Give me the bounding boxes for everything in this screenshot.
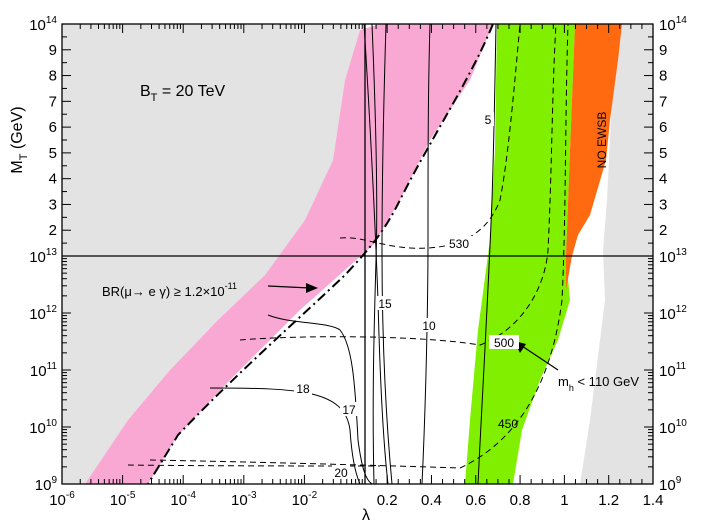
x-tick-label: 1.2 xyxy=(598,492,619,509)
contour-20 xyxy=(363,24,389,484)
bt-annotation: BT = 20 TeV xyxy=(140,83,225,104)
plot-frame xyxy=(61,23,654,485)
y-tick-label: 1010 xyxy=(659,418,687,437)
mh-contour-450 xyxy=(149,24,569,469)
excluded-region-left xyxy=(62,24,360,484)
y-tick-label: 1011 xyxy=(30,361,58,380)
mh-contour-530 xyxy=(339,24,521,249)
contour-label-15: 15 xyxy=(378,297,392,311)
no-ewsb-label: NO EWSB xyxy=(595,112,609,169)
y-tick-label: 3 xyxy=(49,196,57,213)
label-bg-10 xyxy=(420,318,438,332)
x-tick-label: 10-4 xyxy=(170,490,196,509)
y-tick-label: 4 xyxy=(49,171,57,188)
br-mu-e-gamma-band xyxy=(85,24,493,484)
y-tick-label: 1013 xyxy=(29,247,57,266)
y-tick-label: 2 xyxy=(49,222,57,239)
label-bg-500 xyxy=(489,335,519,349)
contour-labels: 530 500 450 5 10 15 17 18 20 xyxy=(294,112,519,480)
y-axis-label: MT (GeV) xyxy=(9,106,30,173)
x-tick-label: 0.6 xyxy=(465,492,486,509)
y-tick-label: 9 xyxy=(49,42,57,59)
y-tick-label: 1012 xyxy=(29,304,57,323)
contour-25 xyxy=(371,24,378,484)
contour-lines xyxy=(127,24,569,484)
contour-label-530: 530 xyxy=(449,237,469,251)
y-tick-label: 7 xyxy=(659,93,667,110)
br-arrow xyxy=(267,285,311,289)
y-tick-label: 1010 xyxy=(29,418,57,437)
x-tick-label: 0.4 xyxy=(421,492,442,509)
contour-label-5: 5 xyxy=(485,113,492,127)
contour-label-17: 17 xyxy=(342,403,356,417)
y-tick-label: 2 xyxy=(659,222,667,239)
plot-regions xyxy=(62,24,653,484)
x-tick-label: 1.4 xyxy=(643,492,664,509)
y-tick-label: 1013 xyxy=(659,247,687,266)
label-bg-530 xyxy=(445,236,473,250)
y-tick-label: 1012 xyxy=(659,304,687,323)
no-ewsb-band xyxy=(566,24,622,290)
y-tick-label: 4 xyxy=(659,171,667,188)
label-bg-18 xyxy=(294,381,312,395)
higgs-mass-excluded-band xyxy=(465,24,575,484)
y-tick-label: 109 xyxy=(659,475,682,494)
x-tick-label: 1 xyxy=(560,492,568,509)
contour-15 xyxy=(381,24,393,484)
y-tick-label: 8 xyxy=(49,68,57,85)
y-tick-label: 3 xyxy=(659,196,667,213)
x-tick-labels-right: 0.2 0.4 0.6 0.8 1 1.2 1.4 xyxy=(377,492,664,509)
y-tick-labels-right: 109 1010 1011 1012 1013 2 3 4 5 6 7 8 9 1014 xyxy=(659,15,687,494)
y-tick-label: 109 xyxy=(35,475,58,494)
y-tick-label: 1014 xyxy=(659,15,687,34)
ticks xyxy=(61,23,654,485)
y-tick-labels-left: 109 1010 1011 1012 1013 2 3 4 5 6 7 8 9 1014 xyxy=(29,15,57,494)
contour-18 xyxy=(267,314,373,484)
contour-5 xyxy=(477,24,497,484)
y-tick-label: 5 xyxy=(659,145,667,162)
x-tick-label: 0.8 xyxy=(510,492,531,509)
x-tick-label: 10-5 xyxy=(110,490,136,509)
excluded-region-right xyxy=(580,24,653,484)
mh-contour-470 xyxy=(127,464,381,467)
br-arrowhead xyxy=(306,283,318,293)
mh-annotation: mh < 110 GeV xyxy=(558,374,639,393)
label-bg-5 xyxy=(481,112,494,126)
contour-label-500: 500 xyxy=(494,336,514,350)
x-axis-label: λ xyxy=(362,507,370,524)
y-tick-label: 1011 xyxy=(659,361,687,380)
br-boundary-line xyxy=(147,24,494,484)
x-tick-label: 10-2 xyxy=(292,490,318,509)
y-tick-label: 9 xyxy=(659,42,667,59)
br-annotation: BR(μ→ e γ) ≥ 1.2×10-11 xyxy=(102,281,237,299)
label-bg-20 xyxy=(332,465,350,479)
y-tick-label: 5 xyxy=(49,145,57,162)
x-tick-label: 10-6 xyxy=(49,490,75,509)
mh-contour-500 xyxy=(239,24,557,346)
y-tick-label: 6 xyxy=(659,119,667,136)
y-tick-label: 8 xyxy=(659,68,667,85)
y-tick-label: 7 xyxy=(49,93,57,110)
x-tick-labels-left: 10-6 10-5 10-4 10-3 10-2 xyxy=(49,490,317,509)
x-tick-label: 0.2 xyxy=(377,492,398,509)
x-tick-label: 10-3 xyxy=(231,490,257,509)
contour-label-18: 18 xyxy=(296,382,310,396)
y-tick-label: 6 xyxy=(49,119,57,136)
mh-arrow xyxy=(521,345,559,371)
contour-label-20: 20 xyxy=(334,466,348,480)
y-tick-label: 1014 xyxy=(29,15,57,34)
contour-label-450: 450 xyxy=(498,417,518,431)
contour-label-10: 10 xyxy=(422,319,436,333)
label-bg-17 xyxy=(340,402,358,416)
contour-10 xyxy=(421,24,431,484)
label-bg-15 xyxy=(376,296,394,310)
